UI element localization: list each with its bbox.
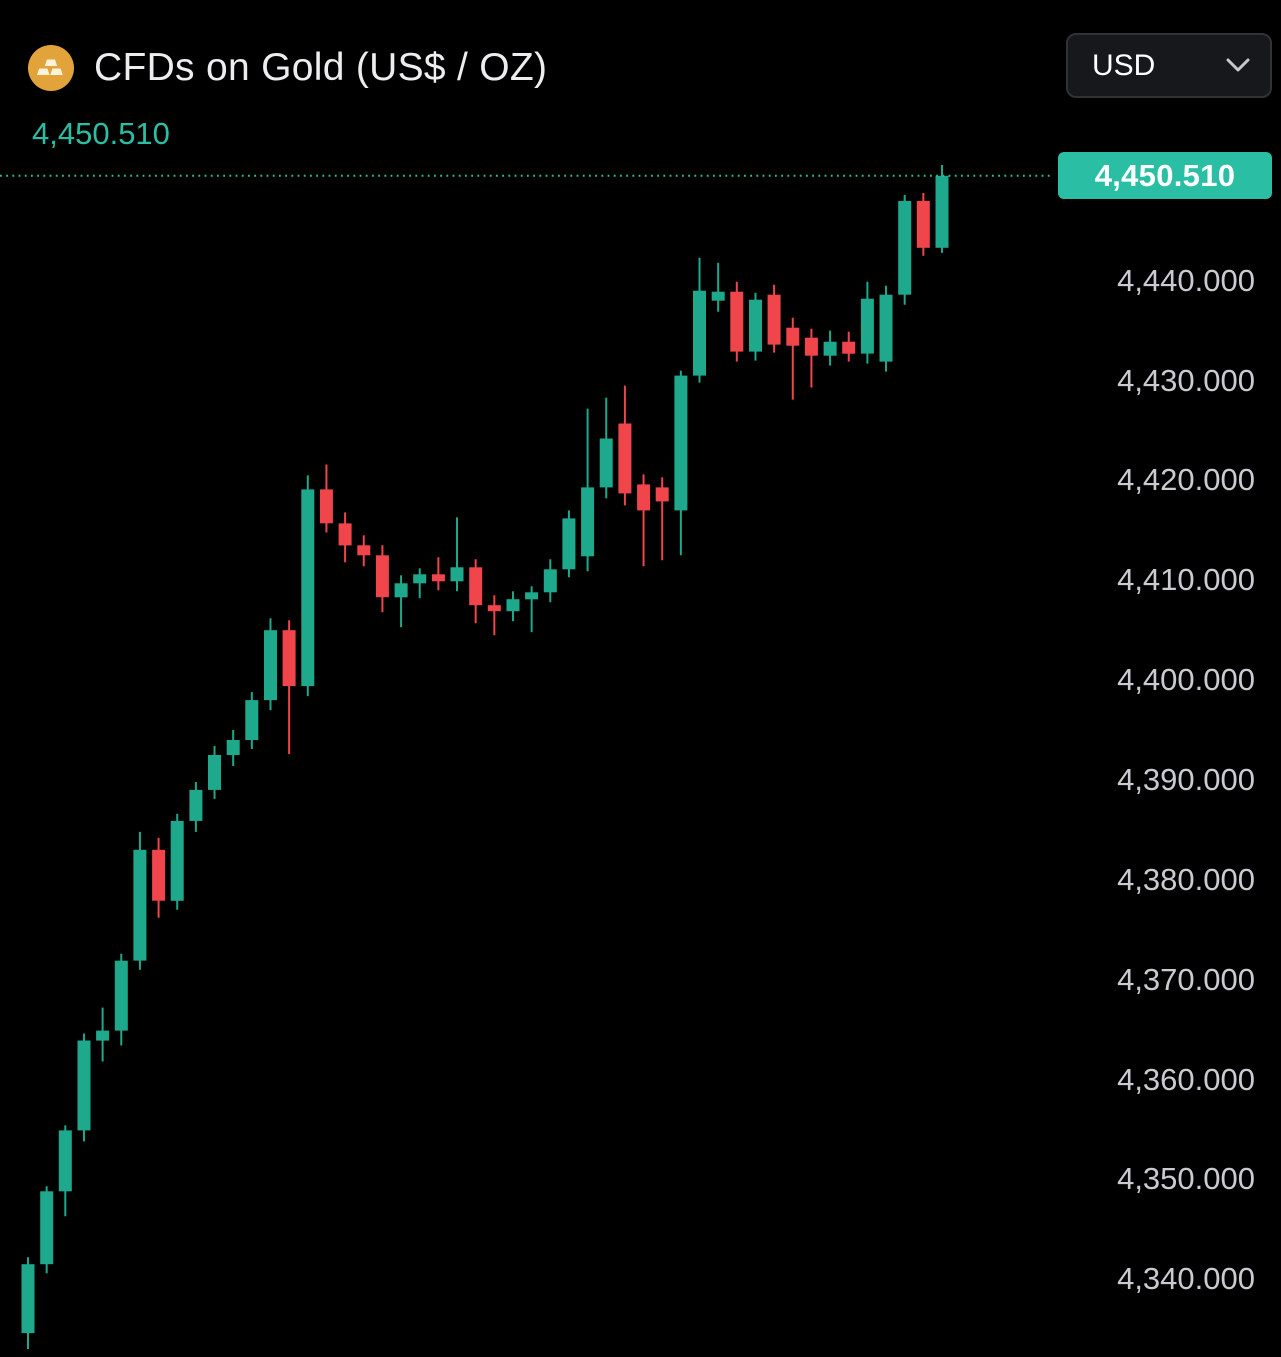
candle-body [506,599,520,612]
last-price: 4,450.510 [32,116,170,151]
candle-body [879,294,893,362]
candle-body [618,423,632,494]
candle-body [357,545,371,556]
candle-body [21,1264,35,1334]
candle-body [786,327,800,346]
candle-body [413,574,427,584]
candle-body [655,487,669,502]
price-axis-label: 4,430.000 [1117,362,1255,398]
price-axis-label: 4,370.000 [1117,961,1255,997]
symbol-link[interactable]: CFDs on Gold (US$ / OZ) [28,44,547,92]
candle-body [674,375,688,511]
candle-body [375,555,389,598]
candle-body [208,755,221,790]
candle-body [487,605,501,612]
candle-body [730,291,744,352]
price-axis-label: 4,400.000 [1117,662,1255,698]
candle-body [264,630,277,701]
candle-body [637,484,651,511]
candle-body [749,299,762,352]
candle-body [114,960,128,1031]
price-axis[interactable]: 4,440.000 4,430.000 4,420.000 4,410.000 4,40… [1021,0,1281,1357]
price-axis-label: 4,350.000 [1117,1161,1255,1197]
price-axis-label: 4,410.000 [1117,562,1255,598]
candle-body [711,291,725,301]
price-axis-label: 4,340.000 [1117,1261,1255,1297]
candle-body [804,337,818,356]
candle-body [693,290,706,376]
candle-body [319,489,333,524]
candle-body [842,341,856,354]
chart-header: CFDs on Gold (US$ / OZ) 4,450.510 [28,44,547,152]
candle-body [581,487,595,557]
candle-body [599,438,613,488]
gold-bars-icon [28,45,74,91]
current-price-badge: 4,450.510 [1058,152,1272,200]
candle-body [133,849,147,961]
chevron-down-icon [1226,58,1250,73]
price-axis-label: 4,380.000 [1117,861,1255,897]
candle-body [543,569,557,593]
candle-body [469,567,483,606]
candle-body [189,789,203,821]
price-axis-label: 4,360.000 [1117,1061,1255,1097]
candle-body [525,592,539,600]
candle-body [170,820,184,901]
candle-body [226,740,240,755]
price-axis-label: 4,420.000 [1117,462,1255,498]
price-axis-label: 4,440.000 [1117,262,1255,298]
price-axis-label: 4,390.000 [1117,762,1255,797]
candle-body [860,298,874,354]
candle-body [40,1191,54,1265]
candle-body [916,200,930,248]
symbol-title: CFDs on Gold (US$ / OZ) [94,46,548,89]
candle-body [301,489,315,687]
candle-body [823,341,837,356]
currency-dropdown[interactable]: USD [1066,33,1272,98]
candle-body [245,700,259,740]
candle-body [450,567,464,582]
candle-body [898,200,912,295]
candle-body [562,518,576,570]
candle-body [767,294,781,345]
candle-body [338,523,352,546]
candle-body [96,1030,110,1041]
candle-body [431,574,445,582]
candle-body [77,1040,91,1131]
candle-body [58,1130,72,1192]
candle-body [282,630,296,687]
candle-body [152,849,166,901]
currency-value: USD [1092,48,1156,82]
candle-body [935,175,949,248]
candle-body [394,583,408,598]
